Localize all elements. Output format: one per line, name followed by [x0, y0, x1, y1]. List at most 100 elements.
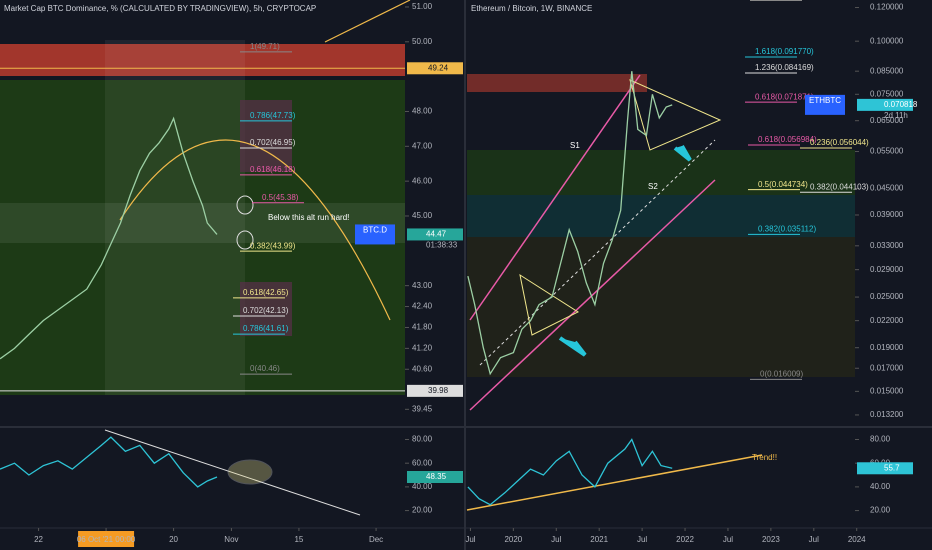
y-tick-label: 50.00	[412, 37, 433, 46]
x-tick-label: 2024	[848, 535, 866, 544]
circle	[236, 230, 254, 250]
x-tick-label: Jul	[809, 535, 819, 544]
channel-line	[469, 74, 641, 321]
arrow	[558, 336, 587, 357]
fib-level-label: 0.382(0.035112)	[758, 224, 816, 233]
y-tick-label: 0.055000	[870, 147, 904, 156]
fib-level-label: 0.618(0.071871)	[755, 92, 814, 101]
price-badge-label: 39.98	[428, 386, 449, 395]
x-tick-label: Jul	[723, 535, 733, 544]
fib-level-label: 0.786(41.61)	[243, 324, 289, 333]
price-badge	[407, 384, 463, 397]
rsi-trend	[466, 454, 763, 511]
circle	[236, 195, 254, 215]
x-tick-label: 20	[169, 535, 178, 544]
range-band	[0, 203, 405, 243]
y-tick-label: 42.40	[412, 302, 433, 311]
x-tick-highlight	[78, 531, 135, 547]
y-tick-label: 0.017000	[870, 363, 904, 372]
annotation: S2	[648, 182, 658, 191]
y-tick-label: 20.00	[412, 506, 433, 515]
y-tick-label: 41.20	[412, 343, 433, 352]
y-tick-label: 0.033000	[870, 241, 904, 250]
countdown-label: 2d 11h	[884, 111, 908, 120]
last-value-label: 44.47	[426, 230, 447, 239]
x-tick-label: 2021	[590, 535, 608, 544]
target-box	[240, 282, 292, 336]
price-badge-label: 49.24	[428, 63, 449, 72]
green-zone	[0, 80, 405, 395]
price-line-series	[0, 436, 218, 488]
triangle	[519, 273, 580, 336]
price-line-series	[0, 116, 218, 360]
x-tick-label: Jul	[551, 535, 561, 544]
x-tick-label: 15	[294, 535, 303, 544]
last-value-label: 48.35	[426, 472, 447, 481]
fib-level-label: 1.236(0.084169)	[755, 63, 814, 72]
fib-level-label: 0.618(0.056984)	[758, 135, 817, 144]
y-tick-label: 46.00	[412, 176, 433, 185]
arrow	[673, 145, 692, 162]
last-value-label: 0.070818	[884, 100, 918, 109]
fib-level-label: 0.702(46.95)	[250, 138, 296, 147]
fib-level-label: 0.236(0.056044)	[810, 138, 869, 147]
y-tick-label: 60.00	[412, 458, 433, 467]
fib-level-label: 0.618(42.65)	[243, 288, 289, 297]
projection-arc	[119, 139, 391, 321]
symbol-label: BTC.D	[363, 226, 387, 235]
y-tick-label: 0.039000	[870, 210, 904, 219]
y-tick-label: 20.00	[870, 506, 891, 515]
y-tick-label: 40.00	[412, 482, 433, 491]
fib-level-label: 0.382(0.044103)	[810, 182, 869, 191]
symbol-badge	[805, 94, 845, 115]
fib-level-label: 0.702(42.13)	[243, 306, 289, 315]
x-tick-label: Nov	[224, 535, 238, 544]
y-tick-label: 80.00	[412, 435, 433, 444]
fib-level-label: 0.618(46.18)	[250, 165, 296, 174]
countdown-label: 01:38:33	[426, 241, 458, 250]
last-value-badge	[857, 462, 913, 475]
y-tick-label: 41.80	[412, 323, 433, 332]
y-tick-label: 48.00	[412, 107, 433, 116]
fib-level-label: 0.786(47.73)	[250, 111, 296, 120]
y-tick-label: 0.085000	[870, 66, 904, 75]
x-tick-label: 2022	[676, 535, 694, 544]
green-zone	[467, 150, 855, 195]
last-value-badge	[857, 98, 913, 111]
y-tick-label: 39.45	[412, 404, 433, 413]
x-tick-label: Jul	[637, 535, 647, 544]
x-tick-label: Jul	[465, 535, 475, 544]
range-box	[105, 40, 245, 395]
y-tick-label: 0.029000	[870, 265, 904, 274]
annotation: S1	[570, 141, 580, 150]
y-tick-label: 45.00	[412, 211, 433, 220]
chart-title: Ethereum / Bitcoin, 1W, BINANCE	[471, 4, 592, 13]
red-zone	[467, 74, 647, 92]
fib-level-label: 0.382(43.99)	[250, 241, 296, 250]
red-zone	[0, 44, 405, 76]
fib-level-label: 1(49.71)	[250, 42, 280, 51]
y-tick-label: 40.00	[870, 482, 891, 491]
trend-line	[324, 0, 411, 43]
circle	[227, 459, 273, 485]
yellow-zone	[467, 237, 855, 377]
rsi-trend	[104, 429, 361, 516]
x-tick-label: 2020	[504, 535, 522, 544]
x-tick-label: Dec	[369, 535, 383, 544]
x-tick-label: 22	[34, 535, 43, 544]
mid-line	[479, 139, 716, 366]
y-tick-label: 0.100000	[870, 36, 904, 45]
fib-level-label: 0.5(45.38)	[262, 193, 299, 202]
fib-level-label: 0.5(0.044734)	[758, 180, 808, 189]
channel-line	[469, 179, 716, 411]
y-tick-label: 0.075000	[870, 89, 904, 98]
fib-level-label: 1.618(0.091770)	[755, 47, 814, 56]
chart-title: Market Cap BTC Dominance, % (CALCULATED …	[4, 4, 316, 13]
y-tick-label: 47.00	[412, 141, 433, 150]
last-value-label: 55.7	[884, 463, 900, 472]
y-tick-label: 0.022000	[870, 316, 904, 325]
y-tick-label: 43.00	[412, 281, 433, 290]
price-line-series	[467, 438, 673, 506]
symbol-badge	[355, 224, 395, 245]
